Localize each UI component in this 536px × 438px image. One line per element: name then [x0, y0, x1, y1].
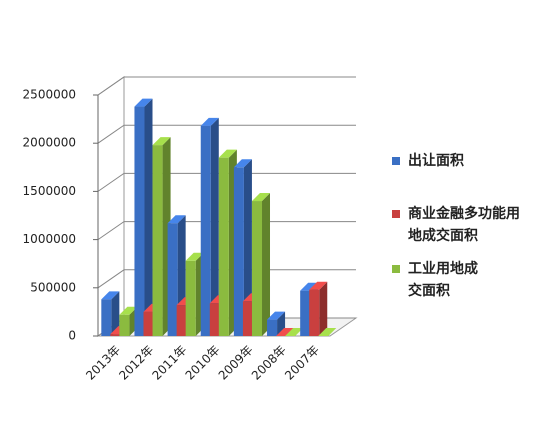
bar-top — [251, 193, 271, 202]
legend-item: 出让面积 — [392, 150, 532, 172]
bar-top — [152, 137, 171, 146]
x-tick-label: 2009年 — [216, 343, 256, 383]
grid-line — [97, 221, 356, 241]
bar — [318, 328, 337, 336]
bar-front — [167, 223, 178, 336]
bar-side — [111, 291, 120, 336]
legend-key — [392, 157, 400, 165]
legend-key — [392, 210, 400, 218]
bar-side — [210, 117, 219, 337]
bar-top — [233, 159, 252, 168]
y-tick-label: 2500000 — [23, 88, 76, 102]
legend-item: 工业用地成交面积 — [392, 258, 532, 302]
bar-top — [218, 149, 237, 158]
bar-front — [185, 260, 196, 336]
bar-front — [242, 301, 253, 336]
legend-key — [392, 265, 400, 273]
bar-top — [276, 328, 295, 336]
bar-front — [251, 201, 263, 336]
y-tick-label: 0 — [68, 329, 76, 343]
bar-top — [267, 311, 286, 320]
grid-line — [97, 124, 356, 144]
bar-front — [101, 299, 112, 336]
y-tick-label: 1500000 — [23, 184, 76, 198]
bar-front — [233, 167, 244, 336]
bar-front — [218, 157, 229, 336]
bar-front — [300, 290, 311, 336]
legend-label: 出让面积 — [408, 153, 464, 169]
y-tick-label: 500000 — [30, 280, 76, 294]
bar — [200, 117, 219, 337]
bar-top — [285, 328, 304, 336]
bar-top — [134, 98, 153, 107]
bar — [285, 328, 304, 336]
bar-top — [167, 215, 186, 224]
bar — [276, 328, 295, 336]
bar-front — [152, 145, 163, 336]
bar-front — [143, 311, 154, 336]
bar-front — [110, 334, 121, 336]
bar-side — [243, 159, 252, 336]
y-tick-label: 1000000 — [23, 232, 76, 246]
x-tick-label: 2012年 — [116, 343, 156, 383]
legend-label: 商业金融多功能用地成交面积 — [408, 206, 520, 244]
bar-top — [300, 282, 319, 291]
bar-front — [267, 319, 278, 336]
bar-top — [318, 328, 337, 336]
grid-line — [97, 269, 356, 289]
y-tick-label: 2000000 — [23, 136, 76, 150]
bar — [233, 159, 252, 336]
x-tick-label: 2008年 — [249, 343, 289, 383]
x-tick-label: 2013年 — [83, 343, 123, 383]
bar — [251, 193, 271, 336]
bar — [309, 281, 328, 336]
bar-front — [134, 106, 145, 337]
x-tick-label: 2007年 — [282, 343, 322, 383]
bar-front — [209, 303, 220, 336]
bar — [134, 98, 153, 337]
x-tick-label: 2010年 — [183, 343, 223, 383]
bar — [101, 291, 120, 336]
legend-item: 商业金融多功能用地成交面积 — [392, 203, 532, 247]
bar-front — [176, 305, 187, 336]
x-tick-label: 2011年 — [149, 343, 189, 383]
bar-front — [200, 125, 211, 337]
grid-line — [97, 172, 356, 192]
bar-top — [101, 291, 120, 300]
bar-top — [185, 252, 204, 261]
bar-top — [200, 117, 219, 126]
bar-top — [309, 281, 328, 290]
grid-line — [97, 76, 356, 96]
bar-top — [119, 306, 138, 315]
bar-front — [309, 289, 320, 336]
bar-side — [144, 98, 153, 337]
legend-label: 工业用地成交面积 — [408, 261, 478, 299]
bar-front — [119, 314, 130, 336]
bar-side — [262, 193, 271, 336]
bar-side — [319, 281, 328, 336]
